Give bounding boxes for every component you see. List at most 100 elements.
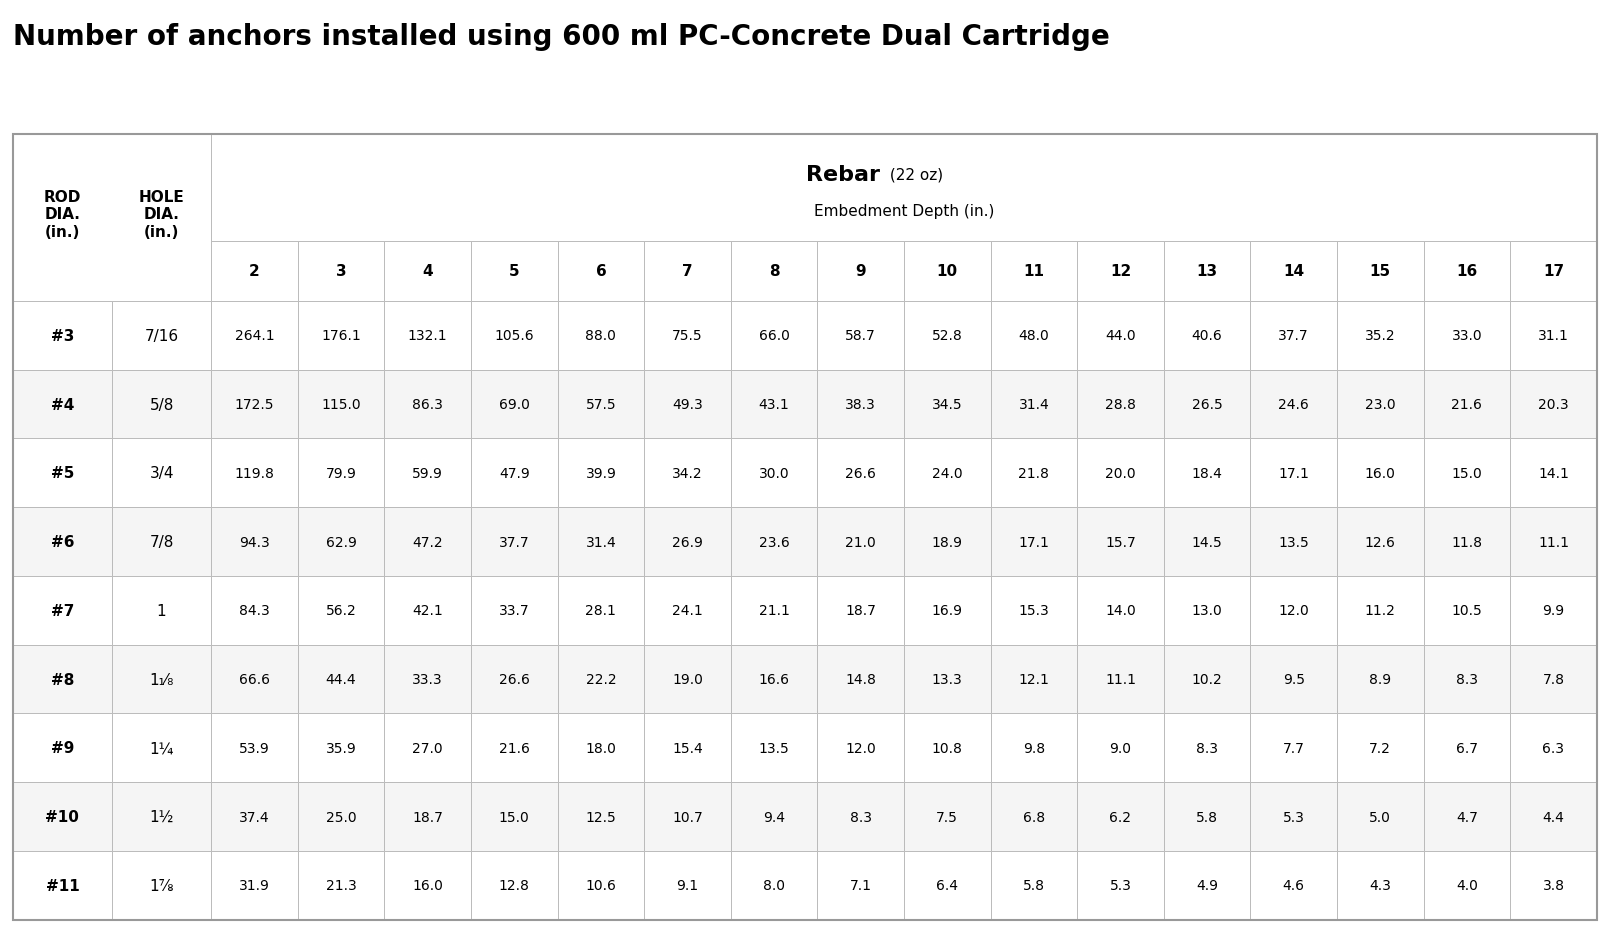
Text: 47.9: 47.9 bbox=[499, 466, 530, 481]
Text: 86.3: 86.3 bbox=[413, 397, 443, 412]
Text: 66.6: 66.6 bbox=[238, 672, 270, 687]
Text: 34.5: 34.5 bbox=[931, 397, 963, 412]
Text: 5.3: 5.3 bbox=[1109, 878, 1131, 893]
Text: 5/8: 5/8 bbox=[149, 397, 174, 412]
Text: 4.6: 4.6 bbox=[1283, 878, 1304, 893]
Text: 5.0: 5.0 bbox=[1370, 809, 1392, 824]
Text: 7/16: 7/16 bbox=[144, 329, 179, 343]
Text: 15.4: 15.4 bbox=[672, 741, 702, 755]
Text: 7.2: 7.2 bbox=[1370, 741, 1392, 755]
Text: 52.8: 52.8 bbox=[931, 329, 963, 343]
Text: 16.0: 16.0 bbox=[1365, 466, 1395, 481]
Text: 48.0: 48.0 bbox=[1019, 329, 1050, 343]
Text: 23.0: 23.0 bbox=[1365, 397, 1395, 412]
Text: 37.7: 37.7 bbox=[1278, 329, 1309, 343]
Text: 21.0: 21.0 bbox=[845, 535, 877, 549]
Text: 22.2: 22.2 bbox=[586, 672, 616, 687]
Text: 13.5: 13.5 bbox=[758, 741, 789, 755]
Text: 11.1: 11.1 bbox=[1106, 672, 1136, 687]
Text: 10.7: 10.7 bbox=[672, 809, 702, 824]
Text: 37.4: 37.4 bbox=[238, 809, 270, 824]
Text: 7.8: 7.8 bbox=[1542, 672, 1565, 687]
Text: 14.8: 14.8 bbox=[845, 672, 877, 687]
Text: 8.3: 8.3 bbox=[850, 809, 872, 824]
Text: #4: #4 bbox=[51, 397, 74, 412]
Text: 3: 3 bbox=[336, 264, 347, 279]
Text: 4.3: 4.3 bbox=[1370, 878, 1392, 893]
Text: 105.6: 105.6 bbox=[494, 329, 534, 343]
Text: 9.0: 9.0 bbox=[1109, 741, 1131, 755]
Text: 33.0: 33.0 bbox=[1451, 329, 1482, 343]
Text: Rebar: Rebar bbox=[806, 165, 880, 185]
Text: 31.4: 31.4 bbox=[586, 535, 616, 549]
Text: #11: #11 bbox=[45, 878, 80, 893]
Text: 10.2: 10.2 bbox=[1192, 672, 1222, 687]
Text: 4: 4 bbox=[422, 264, 434, 279]
Text: #6: #6 bbox=[51, 535, 74, 549]
Text: 16.6: 16.6 bbox=[758, 672, 789, 687]
Text: 23.6: 23.6 bbox=[758, 535, 789, 549]
Text: 21.3: 21.3 bbox=[326, 878, 357, 893]
Text: ROD
DIA.
(in.): ROD DIA. (in.) bbox=[43, 190, 82, 239]
Text: 6.2: 6.2 bbox=[1109, 809, 1131, 824]
Text: 11.2: 11.2 bbox=[1365, 603, 1395, 618]
Text: 38.3: 38.3 bbox=[845, 397, 877, 412]
Text: 16.0: 16.0 bbox=[413, 878, 443, 893]
Text: 94.3: 94.3 bbox=[238, 535, 270, 549]
Text: 9.5: 9.5 bbox=[1283, 672, 1304, 687]
Text: #7: #7 bbox=[51, 603, 74, 618]
Text: 16.9: 16.9 bbox=[931, 603, 963, 618]
Text: 1½: 1½ bbox=[149, 809, 174, 824]
Text: 8: 8 bbox=[768, 264, 779, 279]
Text: 18.0: 18.0 bbox=[586, 741, 616, 755]
Text: 30.0: 30.0 bbox=[758, 466, 789, 481]
Text: 15.3: 15.3 bbox=[1019, 603, 1050, 618]
Text: 10.5: 10.5 bbox=[1451, 603, 1482, 618]
Text: 5.8: 5.8 bbox=[1197, 809, 1218, 824]
Text: 84.3: 84.3 bbox=[238, 603, 270, 618]
Text: 88.0: 88.0 bbox=[586, 329, 616, 343]
Text: 1: 1 bbox=[157, 603, 166, 618]
Text: Embedment Depth (in.): Embedment Depth (in.) bbox=[814, 204, 994, 219]
Text: 59.9: 59.9 bbox=[413, 466, 443, 481]
Text: 31.9: 31.9 bbox=[238, 878, 270, 893]
Text: 17.1: 17.1 bbox=[1019, 535, 1050, 549]
Text: 119.8: 119.8 bbox=[235, 466, 275, 481]
Text: 26.6: 26.6 bbox=[499, 672, 530, 687]
Text: 5.3: 5.3 bbox=[1283, 809, 1304, 824]
Text: 24.1: 24.1 bbox=[672, 603, 702, 618]
Text: #10: #10 bbox=[45, 809, 80, 824]
Text: 6: 6 bbox=[595, 264, 606, 279]
Text: 13.5: 13.5 bbox=[1278, 535, 1309, 549]
Text: 18.9: 18.9 bbox=[931, 535, 963, 549]
Text: 7.1: 7.1 bbox=[850, 878, 872, 893]
Text: 58.7: 58.7 bbox=[845, 329, 877, 343]
Text: #5: #5 bbox=[51, 466, 74, 481]
Text: #9: #9 bbox=[51, 741, 74, 755]
Text: 12.8: 12.8 bbox=[499, 878, 530, 893]
Text: 28.1: 28.1 bbox=[586, 603, 616, 618]
Text: 33.7: 33.7 bbox=[499, 603, 530, 618]
Text: 24.0: 24.0 bbox=[931, 466, 963, 481]
Text: HOLE
DIA.
(in.): HOLE DIA. (in.) bbox=[139, 190, 184, 239]
Text: 12.0: 12.0 bbox=[1278, 603, 1309, 618]
Text: 5.8: 5.8 bbox=[1022, 878, 1045, 893]
Text: 35.2: 35.2 bbox=[1365, 329, 1395, 343]
Text: 13.3: 13.3 bbox=[931, 672, 963, 687]
Text: 69.0: 69.0 bbox=[499, 397, 530, 412]
Text: 31.1: 31.1 bbox=[1538, 329, 1570, 343]
Text: 1⅞: 1⅞ bbox=[149, 878, 174, 893]
Text: 172.5: 172.5 bbox=[235, 397, 274, 412]
Text: 10.8: 10.8 bbox=[931, 741, 963, 755]
Text: 79.9: 79.9 bbox=[326, 466, 357, 481]
Text: 21.6: 21.6 bbox=[1451, 397, 1482, 412]
Text: 40.6: 40.6 bbox=[1192, 329, 1222, 343]
Text: 18.7: 18.7 bbox=[413, 809, 443, 824]
Text: 9.1: 9.1 bbox=[677, 878, 699, 893]
Text: 4.9: 4.9 bbox=[1197, 878, 1218, 893]
Text: 7/8: 7/8 bbox=[149, 535, 174, 549]
Text: 43.1: 43.1 bbox=[758, 397, 789, 412]
Text: 6.8: 6.8 bbox=[1022, 809, 1045, 824]
Text: 42.1: 42.1 bbox=[413, 603, 443, 618]
Text: 7.7: 7.7 bbox=[1283, 741, 1304, 755]
